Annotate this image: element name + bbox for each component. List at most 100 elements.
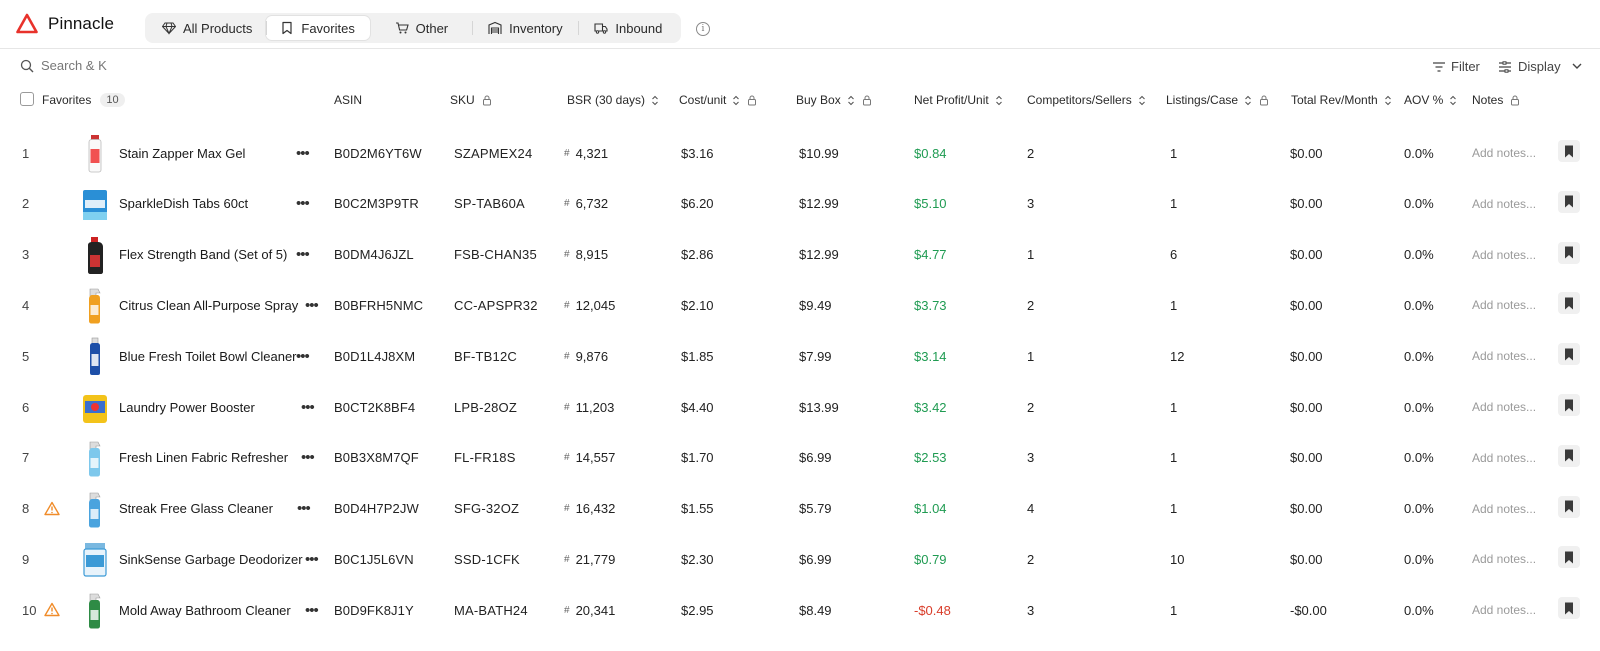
tab-inbound[interactable]: Inbound <box>578 16 678 40</box>
more-options-icon[interactable]: ••• <box>301 398 315 416</box>
more-options-icon[interactable]: ••• <box>305 601 319 619</box>
favorite-bookmark-button[interactable] <box>1558 190 1580 213</box>
more-options-icon[interactable]: ••• <box>305 296 319 314</box>
rank-hash-icon: # <box>564 452 570 464</box>
favorite-bookmark-button[interactable] <box>1558 444 1580 467</box>
favorite-bookmark-button[interactable] <box>1558 241 1580 264</box>
product-thumbnail[interactable] <box>80 438 110 478</box>
table-row[interactable]: 8 Streak Free Glass Cleaner ••• B0D4H7P2JW S… <box>0 484 1600 536</box>
asin-value: B0C2M3P9TR <box>334 196 419 212</box>
search-placeholder: Search & K <box>41 58 107 73</box>
table-row[interactable]: 7 Fresh Linen Fabric Refresher ••• B0B3X8M7… <box>0 433 1600 485</box>
notes-input[interactable]: Add notes... <box>1472 196 1537 211</box>
column-buybox[interactable]: Buy Box <box>796 93 872 107</box>
more-options-icon[interactable]: ••• <box>296 347 310 365</box>
notes-input[interactable]: Add notes... <box>1472 501 1537 516</box>
display-button[interactable]: Display <box>1498 59 1561 74</box>
product-name[interactable]: Mold Away Bathroom Cleaner <box>119 602 291 618</box>
favorite-bookmark-button[interactable] <box>1558 394 1580 416</box>
column-net-profit[interactable]: Net Profit/Unit <box>914 93 1003 107</box>
table-row[interactable]: 1 Stain Zapper Max Gel ••• B0D2M6YT6W SZAPME… <box>0 128 1600 180</box>
info-icon[interactable]: i <box>696 22 710 36</box>
notes-input[interactable]: Add notes... <box>1472 552 1537 567</box>
bsr-value: #4,321 <box>564 128 608 178</box>
product-thumbnail[interactable] <box>80 133 110 173</box>
table-row[interactable]: 9 SinkSense Garbage Deodorizer ••• B0C1J5L6… <box>0 534 1600 586</box>
column-competitors[interactable]: Competitors/Sellers <box>1027 93 1146 107</box>
select-all-checkbox[interactable] <box>20 92 34 106</box>
table-row[interactable]: 3 Flex Strength Band (Set of 5) ••• B0DM4J6… <box>0 230 1600 282</box>
more-options-icon[interactable]: ••• <box>296 144 310 162</box>
product-thumbnail[interactable] <box>80 184 110 224</box>
tab-inventory[interactable]: Inventory <box>472 16 578 40</box>
sort-icon[interactable] <box>847 95 855 106</box>
favorite-bookmark-button[interactable] <box>1558 597 1580 620</box>
column-label: SKU <box>450 93 475 107</box>
product-thumbnail[interactable] <box>80 539 110 579</box>
favorite-bookmark-button[interactable] <box>1558 546 1580 569</box>
more-options-icon[interactable]: ••• <box>297 500 311 518</box>
warning-icon[interactable] <box>44 602 60 617</box>
tab-all-products[interactable]: All Products <box>148 16 266 40</box>
column-aov[interactable]: AOV % <box>1404 93 1457 107</box>
bookmark-icon <box>1565 551 1573 564</box>
sort-icon[interactable] <box>651 95 659 106</box>
favorite-bookmark-button[interactable] <box>1558 140 1580 162</box>
column-listings[interactable]: Listings/Case <box>1166 93 1269 107</box>
notes-input[interactable]: Add notes... <box>1472 146 1537 160</box>
sort-icon[interactable] <box>1449 95 1457 106</box>
sort-icon[interactable] <box>1384 95 1392 106</box>
favorites-count-badge: 10 <box>100 93 125 107</box>
product-thumbnail[interactable] <box>80 489 110 529</box>
more-options-icon[interactable]: ••• <box>305 550 319 568</box>
table-row[interactable]: 2 SparkleDish Tabs 60ct ••• B0C2M3P9TR SP-TA… <box>0 179 1600 231</box>
product-name[interactable]: Streak Free Glass Cleaner <box>119 501 273 517</box>
product-name[interactable]: SinkSense Garbage Deodorizer <box>119 551 303 567</box>
sort-icon[interactable] <box>995 95 1003 106</box>
table-row[interactable]: 4 Citrus Clean All-Purpose Spray ••• B0BFRH… <box>0 280 1600 332</box>
filter-button[interactable]: Filter <box>1432 59 1480 74</box>
tab-other[interactable]: Other <box>370 16 472 40</box>
column-bsr[interactable]: BSR (30 days) <box>567 93 659 107</box>
product-name[interactable]: Citrus Clean All-Purpose Spray <box>119 297 299 313</box>
product-thumbnail[interactable] <box>80 590 110 630</box>
sort-icon[interactable] <box>1244 95 1252 106</box>
favorite-bookmark-button[interactable] <box>1558 495 1580 518</box>
brand[interactable]: Pinnacle <box>16 13 114 35</box>
warning-icon[interactable] <box>44 501 60 516</box>
more-options-icon[interactable]: ••• <box>301 449 315 467</box>
product-name[interactable]: Stain Zapper Max Gel <box>119 145 246 161</box>
more-options-icon[interactable]: ••• <box>296 195 310 213</box>
table-row[interactable]: 10 Mold Away Bathroom Cleaner ••• B0D9FK8J1… <box>0 585 1600 637</box>
product-name[interactable]: Fresh Linen Fabric Refresher <box>119 450 289 466</box>
product-thumbnail[interactable] <box>80 387 110 427</box>
search-input[interactable]: Search & K <box>20 58 107 73</box>
product-name[interactable]: Flex Strength Band (Set of 5) <box>119 247 288 263</box>
favorite-bookmark-button[interactable] <box>1558 343 1580 366</box>
notes-input[interactable]: Add notes... <box>1472 247 1537 262</box>
sort-icon[interactable] <box>1138 95 1146 106</box>
product-thumbnail[interactable] <box>80 235 110 275</box>
product-name[interactable]: Blue Fresh Toilet Bowl Cleaner <box>119 348 297 364</box>
notes-input[interactable]: Add notes... <box>1472 349 1537 364</box>
more-options-icon[interactable]: ••• <box>296 246 310 264</box>
column-asin[interactable]: ASIN <box>334 93 362 107</box>
product-thumbnail[interactable] <box>80 285 110 325</box>
favorite-bookmark-button[interactable] <box>1558 292 1580 315</box>
notes-input[interactable]: Add notes... <box>1472 450 1537 465</box>
tab-favorites[interactable]: Favorites <box>266 16 371 40</box>
notes-input[interactable]: Add notes... <box>1472 603 1537 618</box>
column-cost[interactable]: Cost/unit <box>679 93 757 107</box>
table-row[interactable]: 6 Laundry Power Booster ••• B0CT2K8BF4 LPB-2… <box>0 382 1600 434</box>
chevron-down-icon[interactable] <box>1572 62 1582 70</box>
product-name[interactable]: SparkleDish Tabs 60ct <box>119 196 249 212</box>
column-sku[interactable]: SKU <box>450 93 492 107</box>
listings-value: 12 <box>1170 348 1185 364</box>
notes-input[interactable]: Add notes... <box>1472 400 1537 414</box>
product-name[interactable]: Laundry Power Booster <box>119 399 255 415</box>
table-row[interactable]: 5 Blue Fresh Toilet Bowl Cleaner ••• B0D1L4… <box>0 331 1600 383</box>
column-total-revenue[interactable]: Total Rev/Month <box>1291 93 1392 107</box>
sort-icon[interactable] <box>732 95 740 106</box>
notes-input[interactable]: Add notes... <box>1472 298 1537 313</box>
product-thumbnail[interactable] <box>80 336 110 376</box>
